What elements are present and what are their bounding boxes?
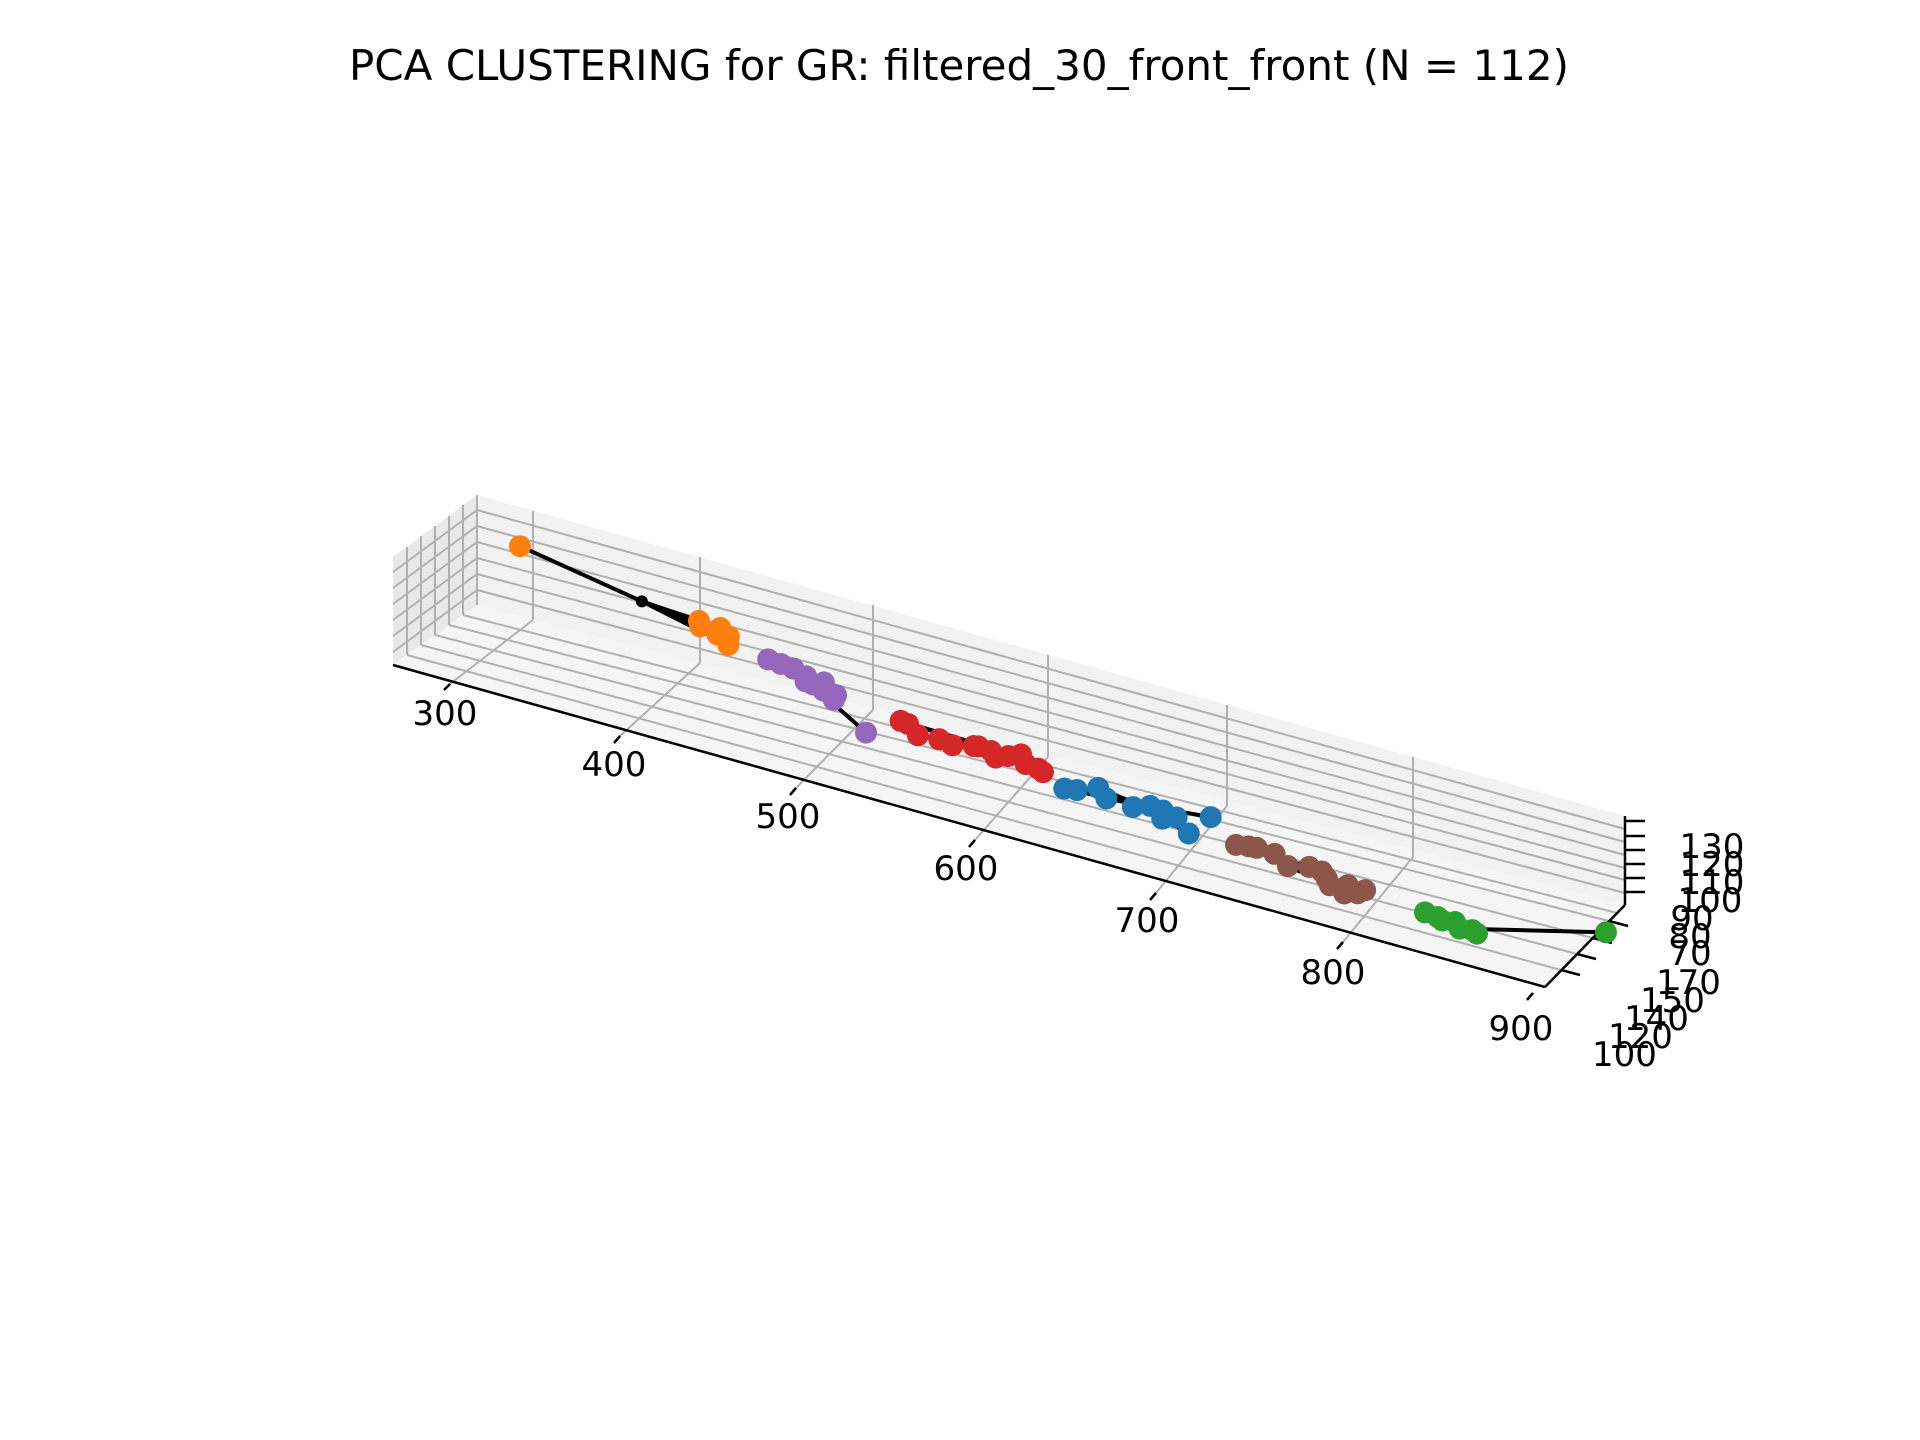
- z-tick-label: 120: [1680, 845, 1745, 885]
- tick-marks: [443, 683, 1645, 1001]
- gridline: [476, 541, 1626, 856]
- y-tick-label: 170: [1656, 963, 1721, 1003]
- gridlines: [392, 495, 1626, 971]
- data-point: [855, 721, 877, 744]
- gridline: [476, 509, 1626, 830]
- gridline: [1342, 856, 1414, 943]
- data-point: [1333, 882, 1356, 905]
- data-point: [1095, 787, 1118, 810]
- x-tick-mark: [789, 787, 797, 796]
- x-tick-label: 400: [582, 745, 647, 785]
- y-axis-line: [1544, 904, 1626, 988]
- gridline: [434, 634, 1594, 939]
- y-tick-mark: [1576, 952, 1597, 961]
- gridline: [392, 573, 478, 637]
- x-tick-label: 700: [1115, 901, 1180, 941]
- data-point: [1177, 822, 1200, 845]
- gridline: [420, 644, 1578, 955]
- data-point: [941, 734, 964, 757]
- data-point: [1065, 779, 1088, 802]
- cluster-centroid: [635, 595, 648, 608]
- data-point: [1199, 806, 1222, 829]
- data-point: [1165, 806, 1188, 829]
- gridline: [476, 525, 1626, 843]
- gridline: [392, 557, 478, 621]
- data-point: [1276, 855, 1299, 878]
- x-tick-mark: [1336, 941, 1344, 950]
- x-tick-mark: [613, 735, 621, 744]
- gridline: [406, 654, 1562, 971]
- floor-pane: [393, 605, 1625, 987]
- gridline: [392, 525, 478, 589]
- data-point: [1245, 836, 1268, 859]
- y-tick-mark: [1560, 968, 1581, 977]
- gridline: [449, 619, 534, 685]
- z-tick-label: 90: [1670, 899, 1713, 939]
- gridline: [795, 709, 874, 789]
- x-tick-mark: [1526, 992, 1534, 1001]
- data-point: [1465, 922, 1488, 945]
- data-point: [689, 615, 712, 638]
- x-tick-label: 900: [1489, 1009, 1554, 1049]
- data-point: [717, 633, 740, 656]
- gridline: [392, 509, 478, 573]
- z-tick-label: 70: [1668, 934, 1711, 974]
- gridline: [392, 541, 478, 605]
- y-tick-mark: [1608, 919, 1629, 928]
- x-tick-label: 600: [934, 849, 999, 889]
- data-point: [906, 724, 929, 747]
- centroid-link: [519, 544, 643, 604]
- x-tick-label: 500: [756, 797, 821, 837]
- z-tick-labels: 70 80 90 100 110 120 130: [1668, 827, 1744, 974]
- y-tick-label: 100: [1592, 1035, 1657, 1075]
- x-tick-mark: [1149, 892, 1157, 901]
- y-tick-labels: 100 120 140 150 170: [1592, 963, 1721, 1075]
- chart-title: PCA CLUSTERING for GR: filtered_30_front…: [349, 41, 1569, 90]
- data-point: [1032, 761, 1054, 784]
- data-point: [509, 535, 531, 558]
- axis-lines: [392, 663, 1627, 989]
- y-tick-label: 140: [1624, 999, 1689, 1039]
- z-tick-label: 110: [1680, 863, 1745, 903]
- x-tick-label: 300: [413, 694, 478, 734]
- gridline: [619, 662, 701, 737]
- data-point: [822, 688, 845, 711]
- y-tick-label: 120: [1608, 1017, 1673, 1057]
- y-tick-label: 150: [1640, 981, 1705, 1021]
- data-points: [509, 535, 1617, 945]
- z-tick-label: 80: [1668, 917, 1711, 957]
- z-tick-label: 130: [1680, 827, 1745, 867]
- gridline: [476, 589, 1626, 894]
- x-tick-mark: [968, 839, 976, 848]
- data-point: [1121, 796, 1144, 819]
- data-point: [1595, 921, 1617, 944]
- x-tick-label: 800: [1301, 953, 1366, 993]
- gridline: [476, 573, 1626, 881]
- z-tick-label: 100: [1678, 881, 1743, 921]
- x-tick-mark: [443, 683, 451, 691]
- x-tick-labels: 300 400 500 600 700 800 900: [413, 694, 1554, 1049]
- gridline: [392, 589, 478, 653]
- x-axis-line: [392, 663, 1546, 989]
